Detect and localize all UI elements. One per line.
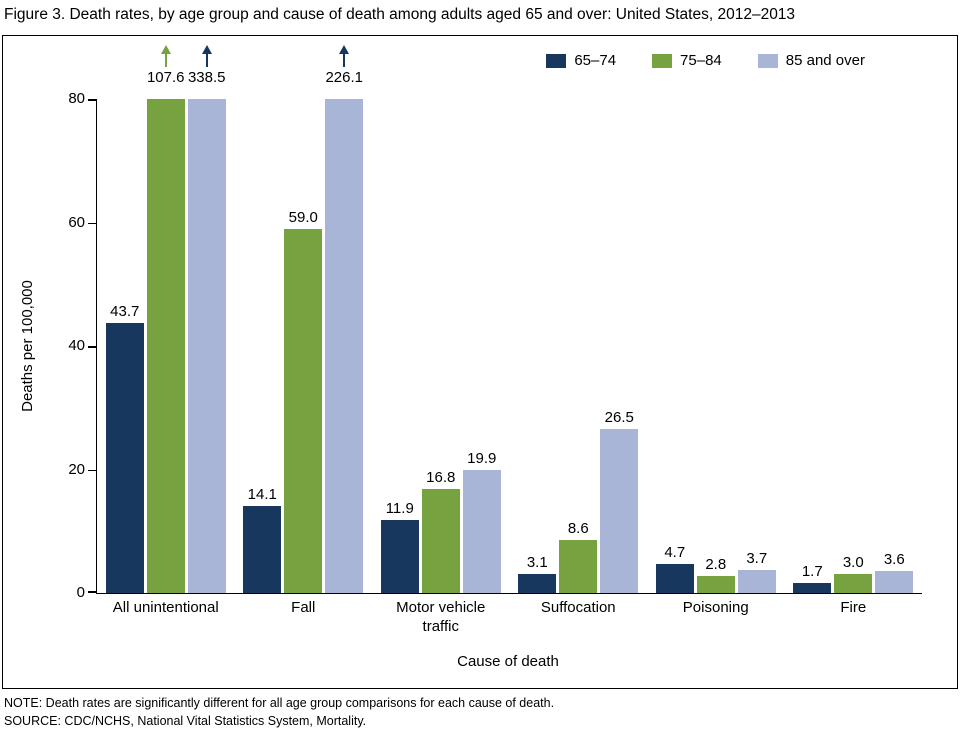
bar <box>600 429 639 593</box>
bar-value-label: 226.1 <box>325 69 364 86</box>
legend-swatch-75-84 <box>652 53 673 68</box>
legend-item-65-74: 65–74 <box>546 52 616 69</box>
bar-value-label: 14.1 <box>247 485 277 503</box>
legend-swatch-85-over <box>757 53 778 68</box>
legend-swatch-65-74 <box>546 53 567 68</box>
bar <box>105 323 144 593</box>
legend-label-75-84: 75–84 <box>680 52 722 69</box>
bar-value-label: 43.7 <box>110 303 140 321</box>
bar <box>793 582 832 593</box>
y-tick-label: 20 <box>68 460 85 478</box>
bar-value-label: 107.6 <box>146 69 185 86</box>
category-label: Suffocation <box>540 599 616 616</box>
bar <box>462 470 501 593</box>
y-axis-title: Deaths per 100,000 <box>19 280 36 412</box>
bar-value-label: 26.5 <box>604 409 634 427</box>
source-text: SOURCE: CDC/NCHS, National Vital Statist… <box>4 714 367 728</box>
bar-value-label: 11.9 <box>385 499 414 517</box>
bar <box>737 570 776 593</box>
bar-value-label: 3.1 <box>526 553 548 571</box>
bar <box>696 575 735 593</box>
bar <box>834 574 873 593</box>
legend-label-65-74: 65–74 <box>574 52 617 69</box>
category-label: Fire <box>840 599 867 616</box>
y-tick-label: 0 <box>76 584 85 601</box>
bar-value-label: 2.8 <box>705 555 727 573</box>
clipped-bar-arrow-icon <box>201 45 212 72</box>
bar-value-label: 59.0 <box>288 208 318 226</box>
bar <box>421 489 460 593</box>
category-label: Fall <box>291 599 316 616</box>
category-label: All unintentional <box>112 599 219 616</box>
legend-item-85-over: 85 and over <box>757 52 865 69</box>
legend-item-75-84: 75–84 <box>652 52 722 69</box>
bar-value-label: 1.7 <box>801 562 823 580</box>
plot-area: Deaths per 100,000 0 20 40 60 80 All unintent… <box>19 45 922 635</box>
y-axis-tick <box>88 591 97 593</box>
legend-label-85-over: 85 and over <box>785 52 865 69</box>
bar-value-label: 3.7 <box>746 550 768 568</box>
bar-value-label: 8.6 <box>567 519 589 537</box>
chart-frame: 65–74 75–84 85 and over Deaths per 100,0… <box>2 35 958 689</box>
bar <box>655 563 694 593</box>
legend: 65–74 75–84 85 and over <box>546 52 865 69</box>
category-label: Poisoning <box>682 599 749 616</box>
bar <box>146 99 185 593</box>
bar-value-label: 4.7 <box>664 543 686 561</box>
bar-value-label: 3.0 <box>842 554 864 572</box>
bar <box>875 570 914 593</box>
bar <box>284 228 323 593</box>
y-axis-tick <box>88 222 97 224</box>
bar <box>243 505 282 593</box>
clipped-bar-arrow-icon <box>160 45 171 72</box>
y-axis-tick <box>88 99 97 101</box>
y-axis-tick <box>88 346 97 348</box>
note-text: NOTE: Death rates are significantly diff… <box>4 696 555 710</box>
bar-value-label: 338.5 <box>187 69 226 86</box>
bar-value-label: 3.6 <box>883 550 905 568</box>
clipped-bar-arrow-icon <box>339 45 350 72</box>
bar-value-label: 16.8 <box>426 469 456 487</box>
bar <box>380 519 419 593</box>
bar <box>187 99 226 593</box>
category-label: Motor vehicle traffic <box>396 599 486 635</box>
bar <box>559 539 598 593</box>
bar <box>518 573 557 593</box>
bar <box>325 99 364 593</box>
y-tick-label: 80 <box>68 90 85 107</box>
bar-value-label: 19.9 <box>467 450 497 468</box>
y-tick-label: 60 <box>68 213 85 231</box>
y-axis-tick <box>88 469 97 471</box>
y-tick-label: 40 <box>68 337 85 354</box>
figure-title: Figure 3. Death rates, by age group and … <box>4 6 796 23</box>
x-axis-title: Cause of death <box>457 653 559 670</box>
